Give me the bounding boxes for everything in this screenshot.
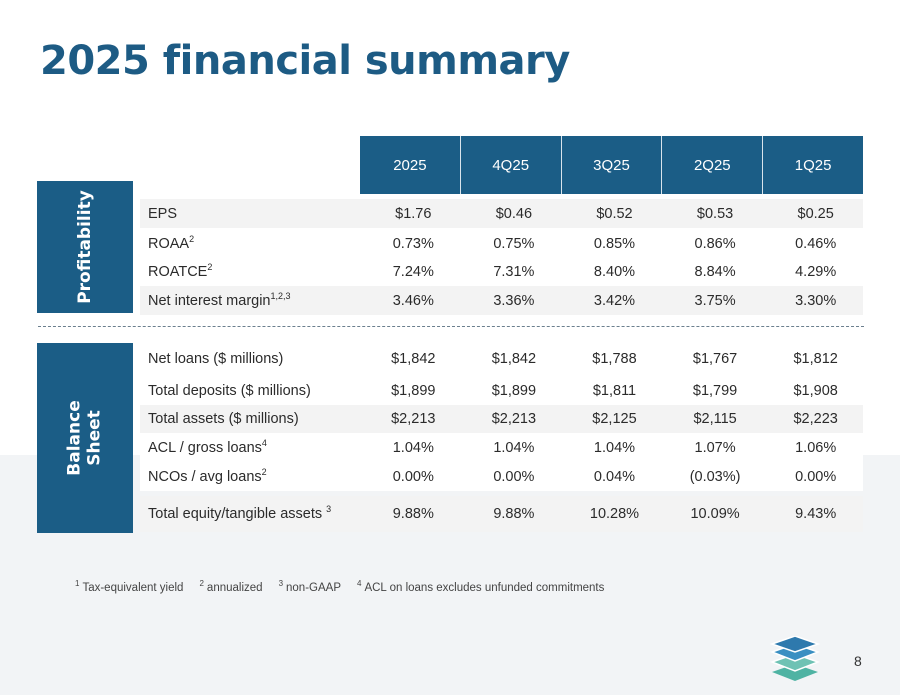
footnote: 1 Tax-equivalent yield: [75, 579, 184, 594]
column-header: 1Q25: [763, 136, 863, 194]
table-cell: 9.43%: [795, 506, 837, 522]
table-cell: $1,811: [592, 383, 637, 399]
row-label: Net interest margin1,2,3: [148, 290, 291, 309]
table-cell: $1,899: [391, 383, 436, 399]
table-cell: $2,213: [491, 411, 537, 427]
table-cell: 3.30%: [795, 292, 837, 309]
table-row: ACL / gross loans4 1.04% 1.04% 1.04% 1.07% 1.…: [140, 433, 863, 462]
table-cell: 3.42%: [593, 292, 636, 309]
table-cell: 0.75%: [493, 236, 535, 252]
table-cell: 0.73%: [392, 236, 434, 252]
table-cell: $0.25: [797, 205, 834, 222]
page-number: 8: [854, 653, 862, 669]
table-cell: 10.28%: [589, 506, 640, 522]
table-cell: (0.03%): [689, 468, 741, 485]
footnote: 2 annualized: [199, 579, 263, 594]
table-cell: $0.53: [696, 205, 734, 222]
table-cell: 0.86%: [694, 236, 736, 252]
footnote: 3 non-GAAP: [278, 579, 341, 594]
table-row: Net loans ($ millions) $1,842 $1,842 $1,788…: [140, 344, 863, 373]
table-row: Net interest margin1,2,3 3.46% 3.36% 3.42% 3…: [140, 286, 863, 315]
section-label-profitability: Profitability: [37, 181, 133, 313]
table-cell: $1,899: [491, 383, 537, 399]
table-cell: $1,767: [692, 350, 738, 367]
section-label-line1: Balance: [65, 400, 85, 476]
table-cell: $2,213: [391, 411, 436, 427]
stacked-layers-icon: [770, 636, 820, 681]
row-label: NCOs / avg loans2: [148, 466, 267, 485]
row-label: Total equity/tangible assets 3: [148, 504, 332, 522]
section-label-line2: Sheet: [85, 410, 105, 466]
table-cell: 0.85%: [593, 236, 636, 252]
table-cell: $1,788: [592, 350, 637, 367]
table-cell: 3.46%: [392, 292, 434, 309]
table-cell: $1,842: [491, 350, 537, 367]
table-row: NCOs / avg loans2 0.00% 0.00% 0.04% (0.03%) 0…: [140, 462, 863, 491]
table-cell: 7.31%: [493, 264, 535, 280]
row-label: Total deposits ($ millions): [148, 383, 311, 399]
page-title: 2025 financial summary: [40, 38, 570, 84]
footnote-ref: 1,2,3: [270, 290, 291, 301]
footnote-ref: 2: [189, 234, 195, 245]
table-row: ROAA2 0.73% 0.75% 0.85% 0.86% 0.46%: [140, 230, 863, 258]
footnote-ref: 3: [326, 504, 332, 515]
table-cell: 0.04%: [593, 468, 636, 485]
table-cell: $0.46: [495, 205, 533, 222]
table-cell: 0.00%: [493, 468, 535, 485]
table-row: ROATCE2 7.24% 7.31% 8.40% 8.84% 4.29%: [140, 258, 863, 286]
table-cell: 7.24%: [392, 264, 434, 280]
table-cell: 0.00%: [795, 468, 837, 485]
table-cell: 10.09%: [690, 506, 740, 522]
table-header: 2025 4Q25 3Q25 2Q25 1Q25: [360, 136, 863, 194]
table-row: EPS $1.76 $0.46 $0.52 $0.53 $0.25: [140, 199, 863, 228]
column-header: 2025: [360, 136, 461, 194]
section-label-text: Balance Sheet: [65, 400, 105, 475]
table-cell: 9.88%: [392, 506, 434, 522]
table-cell: $0.52: [596, 205, 633, 222]
footnote-ref: 2: [207, 262, 213, 273]
column-header: 4Q25: [460, 136, 562, 194]
table-cell: $2,115: [693, 411, 737, 427]
section-label-balance-sheet: Balance Sheet: [37, 343, 133, 533]
table-cell: $2,223: [793, 411, 838, 427]
section-label-text: Profitability: [75, 190, 95, 304]
footnote: 4 ACL on loans excludes unfunded commitme…: [357, 579, 605, 594]
column-header: 3Q25: [561, 136, 663, 194]
table-cell: $1,812: [793, 350, 838, 367]
footnote-ref: 2: [261, 466, 267, 477]
table-cell: $1,842: [391, 350, 436, 367]
table-cell: 1.06%: [795, 439, 837, 456]
table-cell: 0.00%: [392, 468, 434, 485]
row-label: Total assets ($ millions): [148, 411, 299, 427]
table-cell: 9.88%: [493, 506, 535, 522]
table-cell: 0.46%: [795, 236, 837, 252]
table-cell: $2,125: [592, 411, 637, 427]
footnotes: 1 Tax-equivalent yield 2 annualized 3 non-G…: [75, 579, 605, 594]
table-cell: 1.04%: [392, 439, 434, 456]
table-cell: $1,908: [793, 383, 838, 399]
row-label: ROATCE2: [148, 262, 213, 280]
row-label: ROAA2: [148, 234, 195, 252]
row-label: Net loans ($ millions): [148, 350, 284, 367]
table-cell: 1.04%: [593, 439, 636, 456]
table-row: Total assets ($ millions) $2,213 $2,213 $2,…: [140, 405, 863, 433]
footnote-ref: 4: [261, 437, 267, 448]
row-label: EPS: [148, 205, 178, 222]
table-cell: 4.29%: [795, 264, 837, 280]
table-row: Total deposits ($ millions) $1,899 $1,899 $…: [140, 377, 863, 405]
table-cell: $1.76: [395, 205, 432, 222]
column-header: 2Q25: [662, 136, 764, 194]
table-cell: 3.36%: [493, 292, 535, 309]
row-label: ACL / gross loans4: [148, 437, 267, 456]
table-cell: $1,799: [692, 383, 738, 399]
background-band: [0, 455, 900, 695]
table-cell: 1.07%: [694, 439, 736, 456]
table-cell: 8.40%: [593, 264, 636, 280]
table-cell: 3.75%: [694, 292, 736, 309]
section-divider: [38, 326, 864, 327]
table-cell: 1.04%: [493, 439, 535, 456]
table-cell: 8.84%: [694, 264, 736, 280]
table-row: Total equity/tangible assets 3 9.88% 9.88%…: [140, 496, 863, 532]
